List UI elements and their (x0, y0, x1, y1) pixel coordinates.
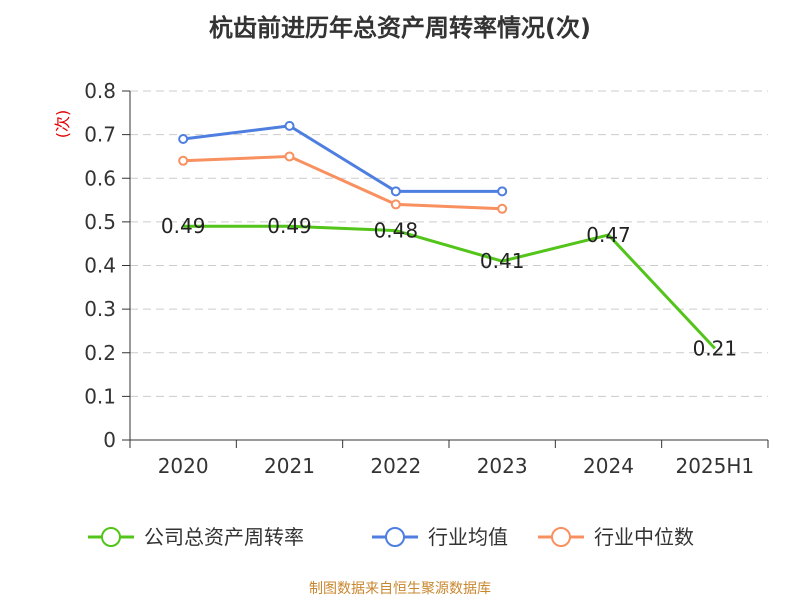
series-point (390, 199, 401, 210)
legend-label: 行业中位数 (594, 525, 694, 549)
legend-item: 公司总资产周转率 (88, 525, 304, 549)
series-line (182, 124, 503, 193)
y-tick-label: 0.1 (84, 384, 116, 408)
series-point (284, 151, 295, 162)
series-point (178, 133, 189, 144)
y-tick-label: 0.7 (84, 123, 116, 147)
y-tick-label: 0.4 (84, 254, 116, 278)
series-point (178, 155, 189, 166)
x-tick-label: 2020 (158, 454, 209, 478)
x-tick-label: 2025H1 (675, 454, 754, 478)
y-tick-label: 0.5 (84, 210, 116, 234)
legend: 公司总资产周转率 行业均值 行业中位数 (88, 525, 694, 549)
legend-marker (385, 527, 405, 547)
series-point (390, 186, 401, 197)
x-tick-label: 2023 (477, 454, 528, 478)
legend-label: 行业均值 (428, 525, 508, 549)
series-line (183, 154, 503, 211)
y-tick-label: 0.6 (84, 166, 116, 190)
series-point (497, 203, 508, 214)
series-point (497, 186, 508, 197)
y-axis-label: (次) (53, 110, 72, 139)
y-tick-label: 0.8 (84, 79, 116, 103)
series-point (284, 120, 295, 131)
x-tick-label: 2024 (583, 454, 634, 478)
x-tick-label: 2022 (370, 454, 421, 478)
legend-label: 公司总资产周转率 (144, 525, 304, 549)
x-tick-label: 2021 (264, 454, 315, 478)
axis-layer: 0 0.1 0.2 0.3 0.4 0.5 0.6 0.7 0.8 2020 2021 2022 202… (53, 79, 769, 478)
series-layer (178, 120, 716, 350)
legend-item: 行业均值 (372, 525, 508, 549)
data-label: 0.49 (267, 214, 312, 238)
series-line (183, 224, 716, 350)
data-label: 0.47 (586, 223, 631, 247)
source-note: 制图数据来自恒生聚源数据库 (309, 581, 491, 597)
y-tick-label: 0.2 (84, 341, 116, 365)
data-label: 0.41 (480, 249, 525, 273)
label-layer: 0.49 0.49 0.48 0.41 0.47 0.21 (161, 214, 737, 360)
data-label: 0.48 (374, 219, 419, 243)
chart-title: 杭齿前进历年总资产周转率情况(次) (209, 14, 591, 42)
data-label: 0.49 (161, 214, 206, 238)
legend-item: 行业中位数 (538, 525, 694, 549)
legend-marker (551, 527, 571, 547)
y-tick-label: 0.3 (84, 297, 116, 321)
data-label: 0.21 (693, 336, 738, 360)
legend-marker (101, 527, 121, 547)
y-tick-label: 0 (103, 428, 116, 452)
grid-layer (130, 90, 768, 397)
